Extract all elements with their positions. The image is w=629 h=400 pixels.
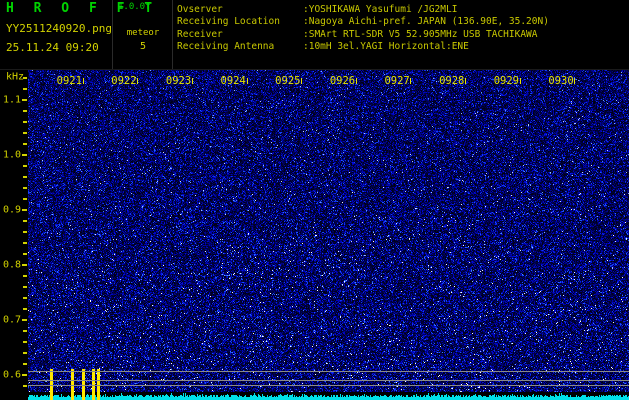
y-tick-label: 0.7	[2, 314, 21, 326]
datetime-label: 25.11.24 09:20	[6, 41, 99, 54]
x-tick-label: 0927	[384, 75, 410, 87]
y-minor-tick-mark	[23, 286, 27, 289]
event-marker[interactable]	[71, 369, 74, 400]
x-tick-mark	[301, 78, 303, 84]
waveform-canvas	[28, 392, 629, 400]
y-minor-tick-mark	[23, 165, 27, 168]
y-minor-tick-mark	[23, 132, 27, 135]
event-marker[interactable]	[82, 369, 85, 400]
header-divider-left	[112, 0, 113, 70]
y-tick-label: 0.6	[2, 369, 21, 381]
header-bar: H R O F F T 1.0.0f YY2511240920.png 25.1…	[0, 0, 629, 70]
y-minor-tick-mark	[23, 77, 27, 80]
reference-line	[28, 371, 629, 372]
info-key-location: Receiving Location	[177, 16, 280, 28]
x-tick-label: 0923	[165, 75, 192, 87]
y-minor-tick-mark	[23, 231, 27, 234]
y-tick-mark	[22, 99, 27, 102]
y-minor-tick-mark	[23, 198, 27, 201]
x-tick-mark	[82, 78, 84, 84]
meteor-label: meteor	[126, 28, 160, 38]
y-tick-mark	[22, 209, 27, 212]
info-key-antenna: Receiving Antenna	[177, 41, 275, 53]
y-minor-tick-mark	[23, 110, 27, 113]
x-tick-label: 0928	[439, 75, 465, 87]
x-tick-mark	[246, 78, 248, 84]
y-tick-label: 0.9	[2, 204, 21, 216]
meteor-count: 5	[139, 41, 147, 52]
x-tick-label: 0925	[275, 75, 301, 87]
info-row: Ovserver :YOSHIKAWA Yasufumi /JG2MLI	[177, 3, 549, 16]
event-marker[interactable]	[50, 369, 53, 400]
y-tick-mark	[22, 154, 27, 157]
info-value-location: :Nagoya Aichi-pref. JAPAN (136.90E, 35.2…	[303, 16, 549, 28]
y-tick-label: 1.1	[2, 94, 21, 106]
app-title: H R O F F T	[6, 1, 159, 16]
x-tick-label: 0924	[220, 75, 246, 87]
app-version: 1.0.0f	[118, 2, 151, 12]
y-minor-tick-mark	[23, 176, 27, 179]
x-tick-label: 0929	[493, 75, 520, 87]
x-tick-label: 0921	[56, 75, 82, 87]
y-minor-tick-mark	[23, 143, 27, 146]
x-tick-mark	[465, 78, 467, 84]
header-bottom-divider	[0, 69, 629, 70]
info-row: Receiving Antenna :10mH 3el.YAGI Horizon…	[177, 41, 549, 54]
event-marker[interactable]	[92, 369, 95, 400]
x-tick-label: 0922	[111, 75, 137, 87]
x-tick-label: 0930	[548, 75, 574, 87]
info-value-receiver: :SMArt RTL-SDR V5 52.905MHz USB TACHIKAW…	[303, 28, 538, 40]
spectrogram-canvas	[28, 70, 629, 392]
info-key-receiver: Receiver	[177, 28, 223, 40]
header-divider-right	[172, 0, 173, 70]
x-tick-mark	[191, 78, 193, 84]
info-row: Receiving Location :Nagoya Aichi-pref. J…	[177, 16, 549, 29]
spectrogram-image[interactable]	[28, 70, 629, 392]
y-minor-tick-mark	[23, 220, 27, 223]
y-minor-tick-mark	[23, 275, 27, 278]
y-minor-tick-mark	[23, 187, 27, 190]
y-minor-tick-mark	[23, 88, 27, 91]
y-axis: kHz 1.1 1.0 0.9 0.8 0.7 0.6	[0, 70, 28, 400]
event-marker[interactable]	[97, 369, 100, 400]
y-minor-tick-mark	[23, 363, 27, 366]
y-minor-tick-mark	[23, 297, 27, 300]
y-minor-tick-mark	[23, 253, 27, 256]
x-tick-label: 0926	[329, 75, 356, 87]
y-tick-mark	[22, 319, 27, 322]
info-value-observer: :YOSHIKAWA Yasufumi /JG2MLI	[303, 3, 458, 15]
filename-label: YY2511240920.png	[6, 22, 112, 35]
x-tick-mark	[519, 78, 521, 84]
y-minor-tick-mark	[23, 121, 27, 124]
reference-line	[28, 380, 629, 381]
y-minor-tick-mark	[23, 352, 27, 355]
y-minor-tick-mark	[23, 385, 27, 388]
y-minor-tick-mark	[23, 341, 27, 344]
info-key-observer: Ovserver	[177, 3, 223, 15]
y-minor-tick-mark	[23, 308, 27, 311]
y-axis-unit-label: kHz	[5, 71, 24, 83]
y-tick-mark	[22, 374, 27, 377]
x-tick-mark	[410, 78, 412, 84]
y-minor-tick-mark	[23, 330, 27, 333]
info-row: Receiver :SMArt RTL-SDR V5 52.905MHz USB…	[177, 28, 549, 41]
reference-line	[28, 385, 629, 386]
x-tick-mark	[355, 78, 357, 84]
y-tick-mark	[22, 264, 27, 267]
station-info-block: Ovserver :YOSHIKAWA Yasufumi /JG2MLI Rec…	[177, 3, 549, 53]
spectrogram-panel: kHz 1.1 1.0 0.9 0.8 0.7 0.6 0921 0922 0923 0924 0…	[0, 70, 629, 400]
y-tick-label: 0.8	[2, 259, 21, 271]
x-tick-mark	[137, 78, 139, 84]
y-tick-label: 1.0	[2, 149, 21, 161]
waveform-strip[interactable]	[28, 392, 629, 400]
info-value-antenna: :10mH 3el.YAGI Horizontal:ENE	[303, 41, 469, 53]
y-minor-tick-mark	[23, 242, 27, 245]
x-tick-mark	[574, 78, 576, 84]
